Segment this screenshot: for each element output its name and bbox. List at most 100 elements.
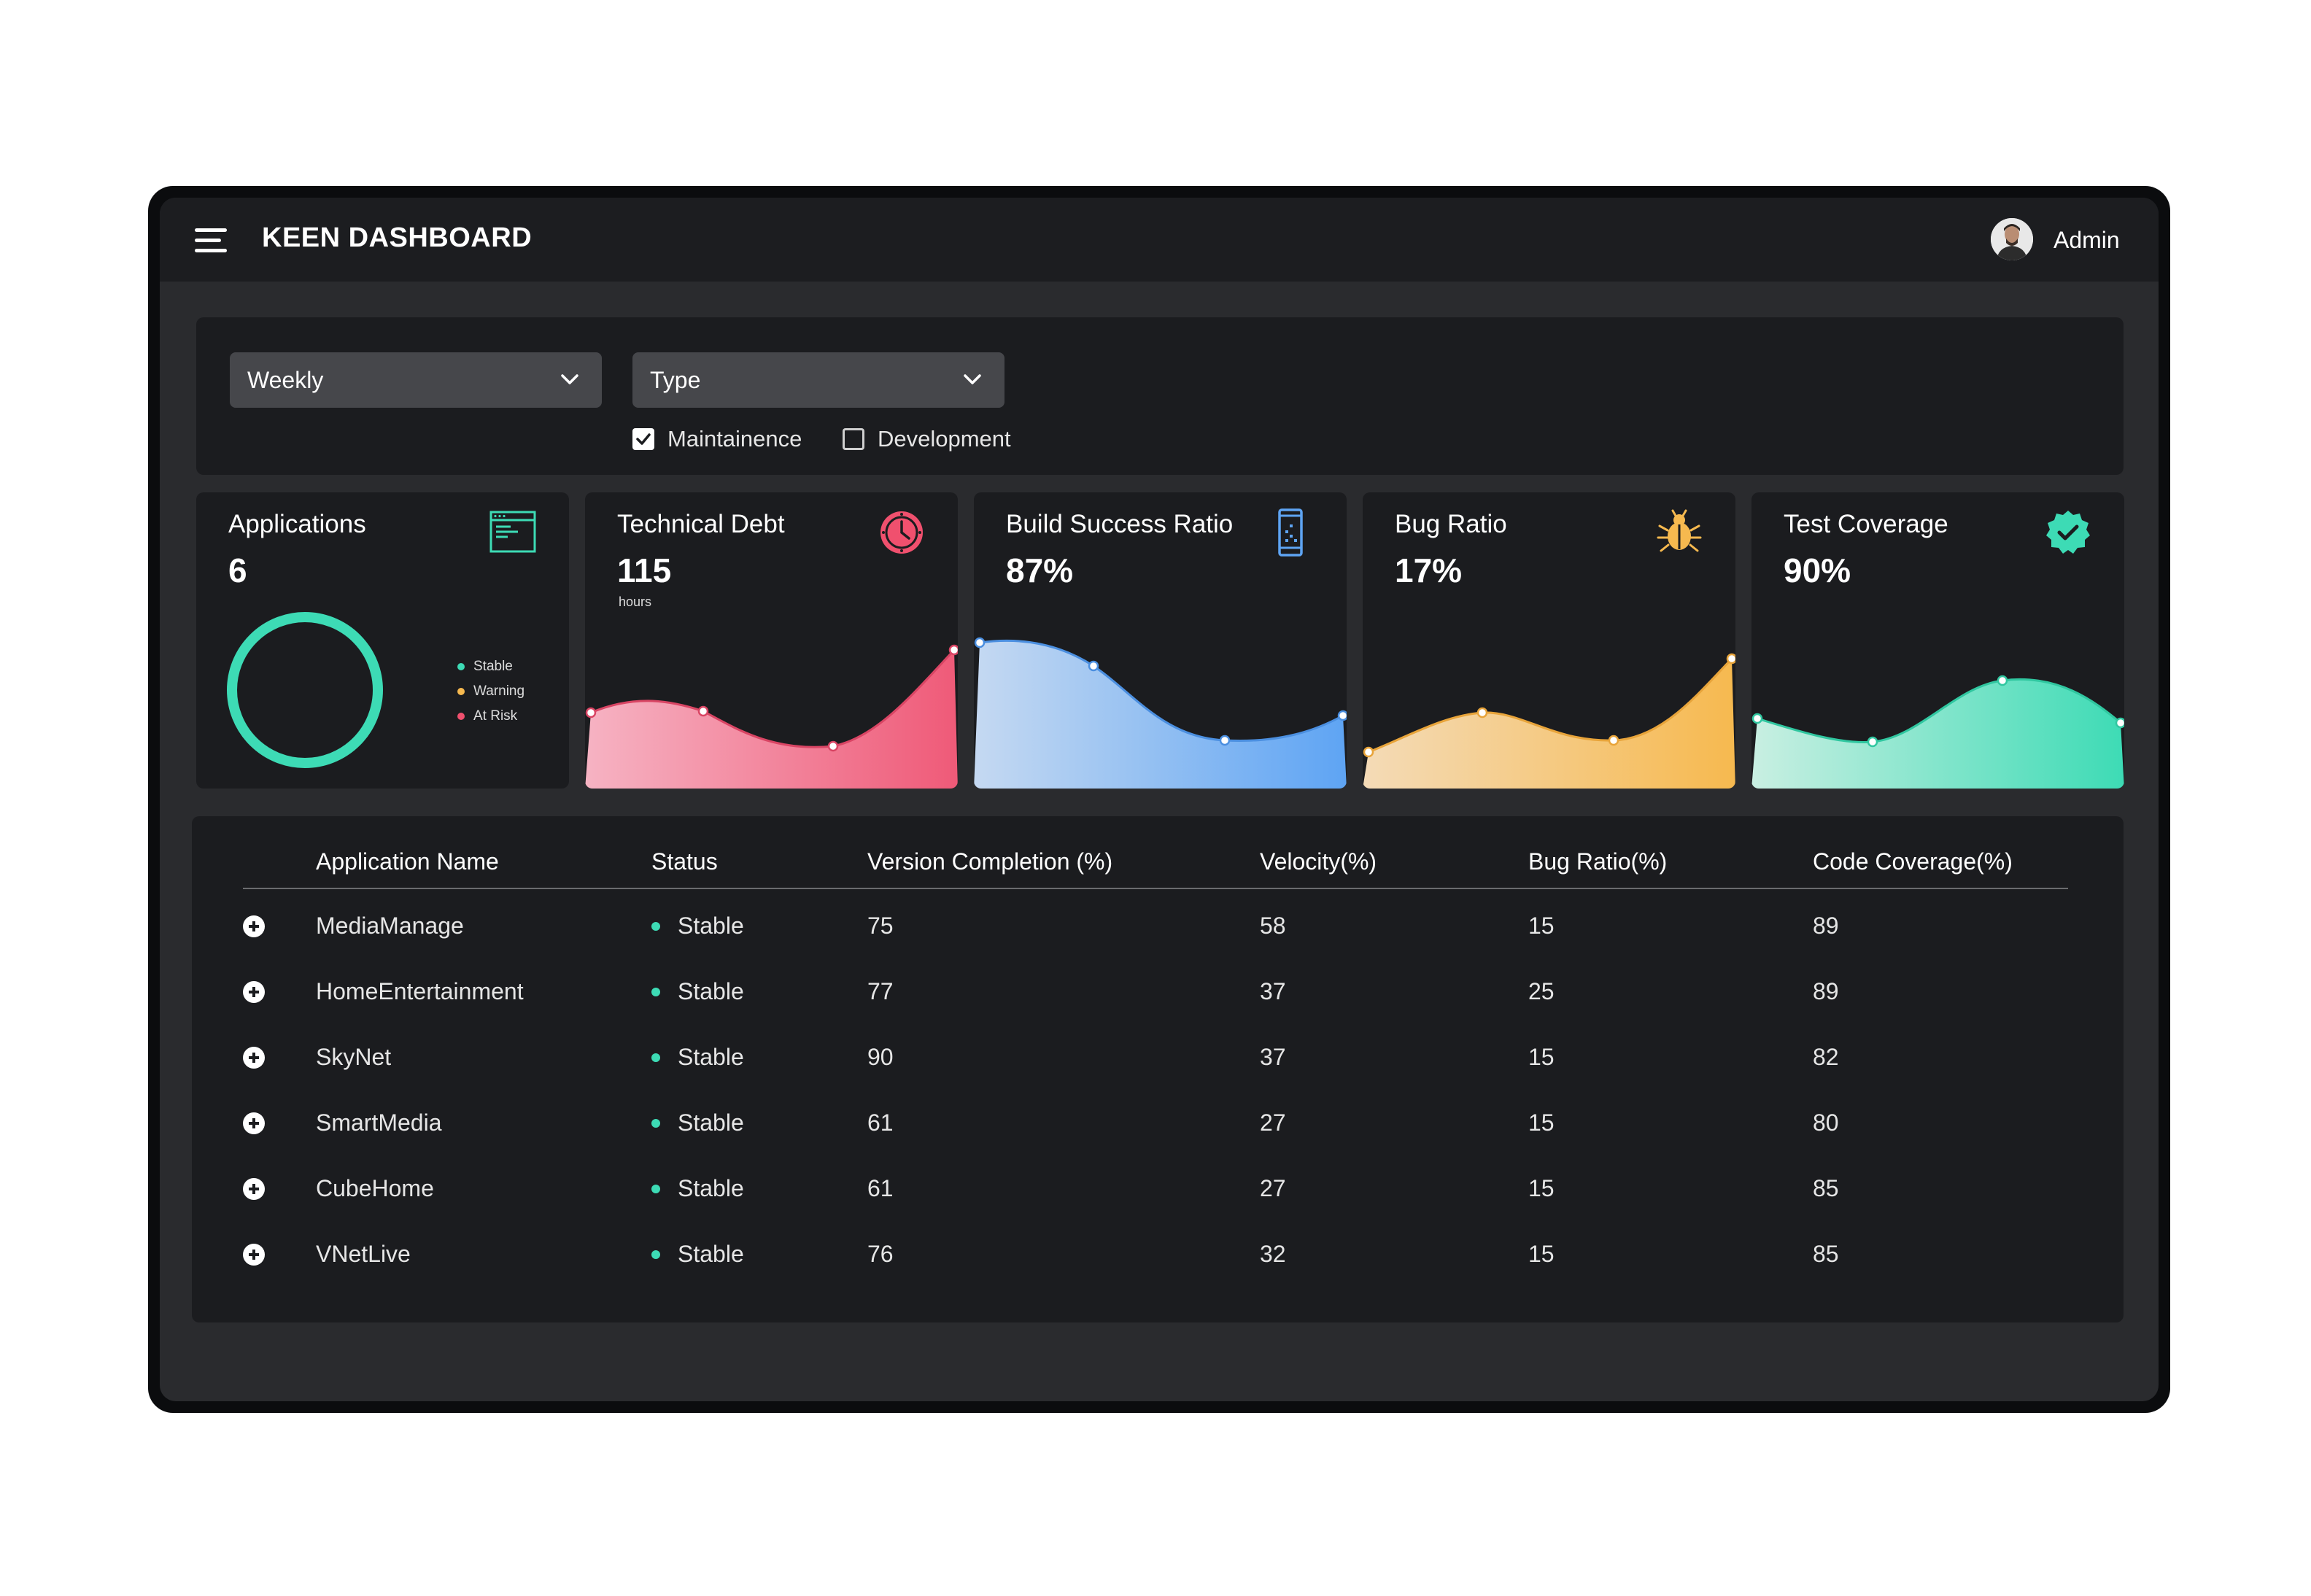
table-row[interactable]: VNetLive Stable 76 32 15 85	[243, 1220, 2068, 1286]
version-cell: 77	[867, 978, 894, 1004]
column-header[interactable]: Version Completion (%)	[867, 848, 1113, 875]
user-name[interactable]: Admin	[2053, 227, 2120, 253]
development-checkbox[interactable]: Development	[843, 426, 1011, 452]
column-header[interactable]: Bug Ratio(%)	[1528, 848, 1668, 875]
card-title: Technical Debt	[617, 510, 785, 538]
version-cell: 75	[867, 913, 894, 939]
card-value: 6	[228, 551, 247, 589]
status-dot-icon	[651, 1250, 660, 1259]
velocity-cell: 27	[1260, 1109, 1286, 1136]
table-header: Application Name Status Version Completi…	[243, 837, 2068, 889]
velocity-cell: 27	[1260, 1175, 1286, 1201]
column-header[interactable]: Status	[651, 848, 718, 875]
bug-icon	[1657, 509, 1702, 552]
coverage-cell: 89	[1813, 978, 1839, 1004]
bug-ratio-cell: 15	[1528, 1109, 1555, 1136]
test-coverage-card[interactable]: Test Coverage 90%	[1751, 492, 2124, 789]
expand-plus-icon[interactable]	[243, 981, 265, 1003]
coverage-cell: 89	[1813, 913, 1839, 939]
technical-debt-area-chart	[585, 644, 958, 789]
maintenance-label: Maintainence	[667, 426, 802, 452]
card-value: 87%	[1006, 551, 1074, 589]
card-title: Applications	[228, 510, 366, 538]
applications-card[interactable]: Applications 6 Stable Warning At Risk	[196, 492, 569, 789]
legend-label: Stable	[473, 659, 513, 674]
coverage-cell: 85	[1813, 1175, 1839, 1201]
check-badge-icon	[2046, 511, 2090, 554]
coverage-cell: 80	[1813, 1109, 1839, 1136]
app-name: HomeEntertainment	[316, 978, 524, 1004]
checkbox-checked-icon[interactable]	[632, 428, 654, 450]
card-title: Test Coverage	[1784, 510, 1948, 538]
status-dot-icon	[651, 987, 660, 996]
column-header[interactable]: Application Name	[316, 848, 499, 875]
type-select-value: Type	[650, 367, 701, 393]
velocity-cell: 37	[1260, 978, 1286, 1004]
version-cell: 61	[867, 1109, 894, 1136]
status-text: Stable	[678, 1241, 744, 1267]
table-row[interactable]: HomeEntertainment Stable 77 37 25 89	[243, 958, 2068, 1023]
table-row[interactable]: SkyNet Stable 90 37 15 82	[243, 1023, 2068, 1089]
coverage-cell: 85	[1813, 1241, 1839, 1267]
status-dot-icon	[651, 1118, 660, 1128]
expand-plus-icon[interactable]	[243, 1178, 265, 1200]
applications-table: Application Name Status Version Completi…	[192, 816, 2124, 1322]
checkbox-unchecked-icon[interactable]	[843, 428, 864, 450]
table-row[interactable]: CubeHome Stable 61 27 15 85	[243, 1155, 2068, 1220]
status-text: Stable	[678, 1109, 744, 1136]
version-cell: 90	[867, 1044, 894, 1070]
maintenance-checkbox[interactable]: Maintainence	[632, 426, 802, 452]
period-select[interactable]: Weekly	[230, 352, 602, 408]
type-select[interactable]: Type	[632, 352, 1004, 408]
app-name: SmartMedia	[316, 1109, 442, 1136]
device-frame: KEEN DASHBOARD Admin Weekly Type	[148, 186, 2170, 1413]
build-success-area-chart	[974, 637, 1347, 789]
app-name: CubeHome	[316, 1175, 434, 1201]
status-text: Stable	[678, 1175, 744, 1201]
card-title: Bug Ratio	[1395, 510, 1507, 538]
velocity-cell: 58	[1260, 913, 1286, 939]
hamburger-menu-icon[interactable]	[195, 228, 227, 253]
status-cell: Stable	[651, 1044, 744, 1071]
version-cell: 76	[867, 1241, 894, 1267]
version-cell: 61	[867, 1175, 894, 1201]
status-dot-icon	[651, 1184, 660, 1193]
user-avatar[interactable]	[1991, 218, 2033, 260]
bug-ratio-cell: 15	[1528, 1175, 1555, 1201]
filter-panel: Weekly Type Maintainence Development	[196, 317, 2124, 475]
bug-ratio-cell: 15	[1528, 1044, 1555, 1070]
column-header[interactable]: Code Coverage(%)	[1813, 848, 2013, 875]
legend-label: Warning	[473, 683, 525, 699]
coverage-cell: 82	[1813, 1044, 1839, 1070]
status-dot-icon	[651, 921, 660, 931]
velocity-cell: 32	[1260, 1241, 1286, 1267]
expand-plus-icon[interactable]	[243, 1112, 265, 1134]
status-cell: Stable	[651, 1241, 744, 1268]
status-text: Stable	[678, 978, 744, 1004]
chevron-down-icon	[561, 374, 578, 384]
status-text: Stable	[678, 913, 744, 939]
table-row[interactable]: SmartMedia Stable 61 27 15 80	[243, 1089, 2068, 1155]
table-row[interactable]: MediaManage Stable 75 58 15 89	[243, 892, 2068, 958]
clock-icon	[880, 511, 923, 554]
technical-debt-card[interactable]: Technical Debt 115 hours	[585, 492, 958, 789]
app-name: VNetLive	[316, 1241, 411, 1267]
chevron-down-icon	[964, 374, 981, 384]
test-coverage-area-chart	[1751, 675, 2124, 789]
bug-ratio-area-chart	[1363, 653, 1735, 789]
column-header[interactable]: Velocity(%)	[1260, 848, 1377, 875]
expand-plus-icon[interactable]	[243, 1244, 265, 1266]
status-cell: Stable	[651, 1175, 744, 1202]
card-value: 17%	[1395, 551, 1463, 589]
dashboard-screen: KEEN DASHBOARD Admin Weekly Type	[160, 198, 2159, 1401]
expand-plus-icon[interactable]	[243, 915, 265, 937]
status-cell: Stable	[651, 978, 744, 1005]
status-text: Stable	[678, 1044, 744, 1070]
browser-window-icon	[489, 511, 536, 553]
card-unit: hours	[619, 594, 652, 609]
build-success-card[interactable]: Build Success Ratio 87%	[974, 492, 1347, 789]
legend-item: Stable	[457, 654, 524, 679]
bug-ratio-card[interactable]: Bug Ratio 17%	[1363, 492, 1735, 789]
status-cell: Stable	[651, 913, 744, 940]
expand-plus-icon[interactable]	[243, 1047, 265, 1069]
